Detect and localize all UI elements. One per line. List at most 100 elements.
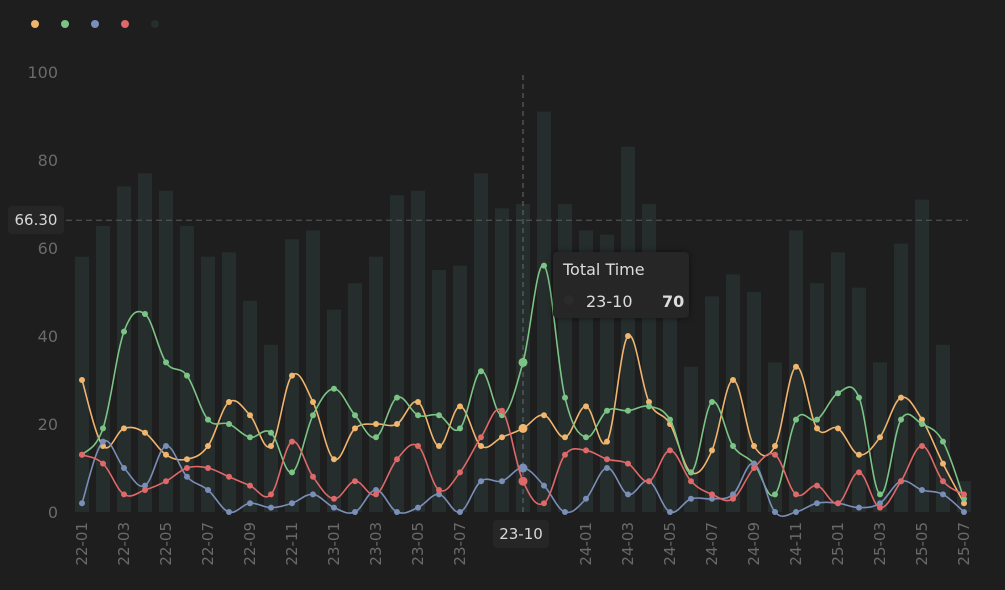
data-point [352, 509, 358, 515]
tooltip: Total Time 23-10 70 [553, 252, 689, 318]
x-tick-label: 23-07 [451, 522, 469, 566]
x-tick-label: 22-07 [199, 522, 217, 566]
data-point [541, 500, 547, 507]
bar [411, 190, 425, 513]
legend-marker-1 [31, 20, 39, 28]
x-tick-label: 24-07 [703, 522, 721, 566]
data-point [919, 487, 925, 493]
legend-marker-4 [121, 20, 129, 28]
data-point [814, 425, 820, 432]
tooltip-series-marker [564, 295, 574, 305]
data-point [518, 476, 528, 486]
bar [726, 274, 740, 512]
data-point [352, 425, 358, 432]
data-point [772, 443, 778, 449]
data-point [121, 328, 127, 335]
x-tick-label: 24-11 [787, 522, 805, 566]
data-point [394, 509, 400, 515]
data-point [247, 434, 253, 441]
data-point [793, 363, 799, 370]
data-point [289, 500, 295, 507]
x-tick-label: 22-01 [73, 522, 91, 566]
data-point [583, 403, 589, 410]
data-point [457, 509, 463, 515]
data-point [604, 465, 610, 471]
data-point [856, 504, 862, 511]
y-tick-label: 40 [38, 327, 58, 346]
data-point [268, 504, 274, 511]
data-point [583, 447, 589, 454]
data-point [518, 357, 528, 367]
data-point [226, 399, 232, 405]
data-point [751, 460, 757, 467]
data-point [688, 495, 694, 502]
bar [894, 243, 908, 512]
data-point [856, 394, 862, 401]
data-point [835, 390, 841, 397]
data-point [373, 491, 379, 498]
data-point [751, 465, 757, 471]
data-point [772, 491, 778, 498]
data-point [625, 407, 631, 414]
data-point [142, 311, 148, 317]
data-point [310, 412, 316, 419]
data-point [856, 451, 862, 458]
data-point [436, 443, 442, 449]
data-point [247, 482, 253, 489]
tooltip-label: 23-10 [586, 292, 633, 311]
data-point [562, 509, 568, 515]
data-point [835, 425, 841, 432]
bar [432, 270, 446, 512]
data-point [919, 421, 925, 427]
data-point [793, 491, 799, 498]
legend-marker-3 [91, 20, 99, 28]
data-point [646, 478, 652, 485]
data-point [79, 451, 85, 458]
data-point [121, 465, 127, 471]
data-point [331, 456, 337, 463]
data-point [205, 465, 211, 471]
data-point [709, 399, 715, 405]
data-point [688, 478, 694, 485]
data-point [730, 495, 736, 502]
x-tick-label: 24-05 [661, 522, 679, 566]
data-point [856, 469, 862, 476]
data-point [373, 434, 379, 441]
data-point [79, 500, 85, 507]
data-point [772, 451, 778, 458]
data-point [331, 504, 337, 511]
data-point [247, 412, 253, 419]
data-point [961, 491, 967, 498]
data-point [814, 500, 820, 507]
data-point [730, 443, 736, 449]
data-point [184, 473, 190, 480]
y-tick-label: 80 [38, 151, 58, 170]
data-point [646, 403, 652, 410]
data-point [415, 399, 421, 405]
data-point [373, 487, 379, 493]
data-point [940, 460, 946, 467]
data-point [877, 504, 883, 511]
bar [789, 230, 803, 512]
data-point [625, 333, 631, 339]
reference-line-label: 66.30 [8, 206, 64, 234]
data-point [373, 421, 379, 427]
data-point [352, 478, 358, 485]
x-tick-label: 22-11 [283, 522, 301, 566]
data-point [499, 407, 505, 414]
data-point [541, 412, 547, 419]
data-point [562, 451, 568, 458]
data-point [814, 482, 820, 489]
bar [747, 292, 761, 512]
data-point [268, 491, 274, 498]
legend-marker-2 [61, 20, 69, 28]
bar [75, 256, 89, 512]
data-point [394, 421, 400, 427]
bar [348, 283, 362, 512]
data-point [751, 443, 757, 449]
data-point [184, 465, 190, 471]
data-point [142, 487, 148, 493]
data-point [436, 491, 442, 498]
data-point [562, 434, 568, 441]
